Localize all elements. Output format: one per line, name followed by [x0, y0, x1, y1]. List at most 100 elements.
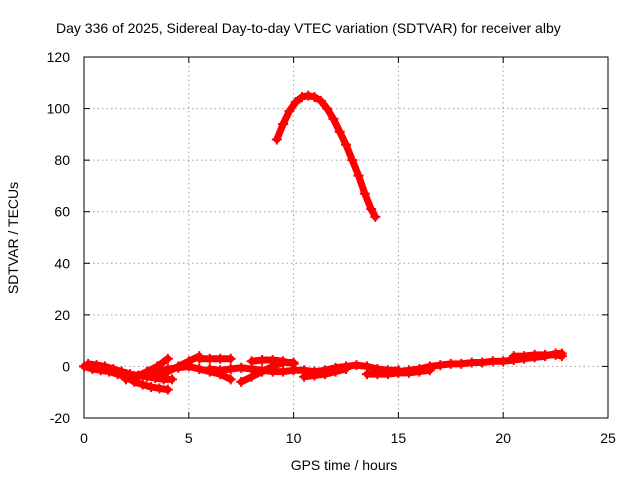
data-point — [236, 362, 247, 373]
x-axis-label: GPS time / hours — [291, 457, 398, 473]
data-point — [204, 353, 215, 364]
data-point — [173, 361, 184, 372]
series-seg-i — [246, 354, 299, 369]
data-point — [328, 113, 339, 124]
data-point — [366, 204, 377, 215]
data-point — [353, 170, 364, 181]
x-tick-label: 20 — [495, 430, 511, 446]
series-band — [273, 92, 379, 221]
data-point — [456, 358, 467, 369]
data-point — [225, 374, 236, 385]
data-point — [162, 384, 173, 395]
series-arc-high — [271, 90, 381, 222]
data-point — [154, 383, 165, 394]
x-tick-label: 10 — [286, 430, 302, 446]
data-point — [309, 91, 320, 102]
data-point — [278, 119, 289, 130]
data-point — [351, 360, 362, 371]
data-point — [290, 97, 301, 108]
data-point — [330, 366, 341, 377]
series-seg-m — [508, 349, 567, 362]
data-point — [162, 353, 173, 364]
x-tick-label: 0 — [80, 430, 88, 446]
data-point — [487, 356, 498, 367]
data-point — [152, 371, 163, 382]
data-point — [91, 360, 102, 371]
series-seg-f — [194, 353, 236, 364]
y-tick-label: 60 — [54, 204, 70, 220]
y-tick-labels: -20 0 20 40 60 80 100 120 — [47, 49, 71, 426]
data-point — [519, 351, 530, 362]
y-tick-label: 20 — [54, 307, 70, 323]
data-point — [120, 374, 131, 385]
y-tick-label: -20 — [50, 410, 70, 426]
data-point — [246, 371, 257, 382]
data-point — [370, 211, 381, 222]
y-axis-label: SDTVAR / TECUs — [5, 182, 21, 294]
data-point — [215, 353, 226, 364]
x-tick-label: 15 — [391, 430, 407, 446]
data-point — [137, 379, 148, 390]
data-point — [288, 358, 299, 369]
data-point — [372, 369, 383, 380]
y-tick-label: 80 — [54, 152, 70, 168]
data-point — [83, 358, 94, 369]
data-point — [309, 370, 320, 381]
series-seg-j — [299, 364, 351, 382]
plot-border — [83, 56, 609, 419]
data-point — [99, 361, 110, 372]
x-tick-labels: 0 5 10 15 20 25 — [80, 430, 616, 446]
data-point — [315, 95, 326, 106]
data-point — [341, 364, 351, 375]
data-point — [167, 374, 178, 385]
data-point — [347, 155, 358, 166]
data-point — [146, 382, 157, 393]
data-point — [284, 106, 295, 117]
data-point — [257, 366, 268, 377]
data-point — [141, 366, 152, 377]
data-point — [225, 364, 236, 375]
data-point — [403, 365, 414, 376]
data-point — [194, 353, 205, 364]
data-point — [152, 361, 163, 372]
data-point — [278, 356, 289, 367]
data-point — [257, 354, 268, 365]
series-seg-d — [120, 353, 173, 385]
data-point — [162, 366, 173, 377]
data-point — [550, 349, 561, 360]
data-point — [466, 357, 477, 368]
data-point — [194, 364, 205, 375]
data-point — [303, 90, 314, 101]
data-point — [299, 371, 310, 382]
data-point — [414, 364, 425, 375]
data-point — [271, 134, 282, 145]
data-point — [393, 366, 404, 377]
data-point — [556, 351, 567, 362]
y-tick-label: 0 — [62, 358, 70, 374]
data-point — [334, 126, 345, 137]
grid — [84, 57, 608, 418]
chart-title: Day 336 of 2025, Sidereal Day-to-day VTE… — [56, 20, 561, 36]
data-point — [267, 354, 278, 365]
data-point — [322, 103, 333, 114]
data-point — [477, 357, 488, 368]
data-point — [278, 366, 289, 377]
y-tick-label: 100 — [47, 101, 71, 117]
data-point — [183, 356, 194, 367]
data-point — [508, 351, 519, 362]
data-point — [296, 91, 307, 102]
data-point — [204, 364, 215, 375]
data-point — [110, 366, 121, 377]
data-point — [424, 361, 435, 372]
data-point — [246, 356, 257, 367]
data-point — [359, 188, 370, 199]
data-point — [382, 369, 393, 380]
data-point — [361, 369, 372, 380]
x-tick-label: 25 — [600, 430, 616, 446]
data-point — [341, 139, 351, 150]
axis-ticks — [83, 56, 609, 419]
x-tick-label: 5 — [185, 430, 193, 446]
data-point — [540, 349, 551, 360]
data-point — [445, 358, 456, 369]
